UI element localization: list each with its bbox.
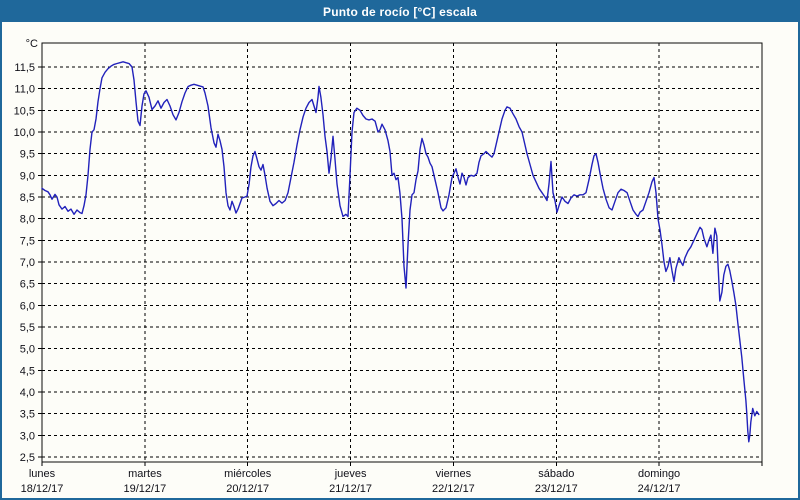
x-axis-day-label: viernes xyxy=(436,468,472,480)
y-axis-tick-label: 3,0 xyxy=(20,430,35,442)
x-axis-date-label: 20/12/17 xyxy=(226,483,269,495)
y-axis-unit-label: °C xyxy=(26,38,38,50)
y-axis-tick-label: 5,0 xyxy=(20,344,35,356)
x-axis-date-label: 18/12/17 xyxy=(21,483,64,495)
x-axis-day-label: sábado xyxy=(538,468,574,480)
y-axis-tick-label: 11,0 xyxy=(14,84,35,96)
x-axis-day-label: jueves xyxy=(334,468,367,480)
y-axis-tick-label: 3,5 xyxy=(20,409,35,421)
y-axis-tick-label: 11,5 xyxy=(14,62,35,74)
y-axis-tick-label: 4,0 xyxy=(20,387,35,399)
y-axis-tick-label: 8,5 xyxy=(20,192,35,204)
y-axis-tick-label: 8,0 xyxy=(20,214,35,226)
window-title: Punto de rocío [°C] escala xyxy=(322,5,478,19)
title-bar: Punto de rocío [°C] escala xyxy=(2,2,798,22)
dew-point-line xyxy=(41,61,760,443)
x-axis-date-label: 22/12/17 xyxy=(432,483,475,495)
x-axis-date-label: 21/12/17 xyxy=(329,483,372,495)
x-axis-date-label: 23/12/17 xyxy=(535,483,578,495)
y-axis-tick-label: 10,0 xyxy=(14,127,35,139)
y-axis-tick-label: 5,5 xyxy=(20,322,35,334)
y-axis-tick-label: 7,0 xyxy=(20,257,35,269)
x-axis-day-label: miércoles xyxy=(224,468,272,480)
y-axis-tick-label: 6,5 xyxy=(20,279,35,291)
y-axis-tick-label: 4,5 xyxy=(20,365,35,377)
x-axis-date-label: 19/12/17 xyxy=(123,483,166,495)
y-axis-tick-label: 6,0 xyxy=(20,300,35,312)
x-axis-day-label: lunes xyxy=(29,468,56,480)
x-axis-date-label: 24/12/17 xyxy=(638,483,681,495)
x-axis-day-label: martes xyxy=(128,468,162,480)
plot-frame xyxy=(41,42,763,463)
y-axis-tick-label: 9,5 xyxy=(20,149,35,161)
y-axis-tick-label: 10,5 xyxy=(14,105,35,117)
y-axis-tick-label: 2,5 xyxy=(20,452,35,464)
x-axis-day-label: domingo xyxy=(638,468,680,480)
y-axis-tick-label: 9,0 xyxy=(20,170,35,182)
y-axis-tick-label: 7,5 xyxy=(20,235,35,247)
